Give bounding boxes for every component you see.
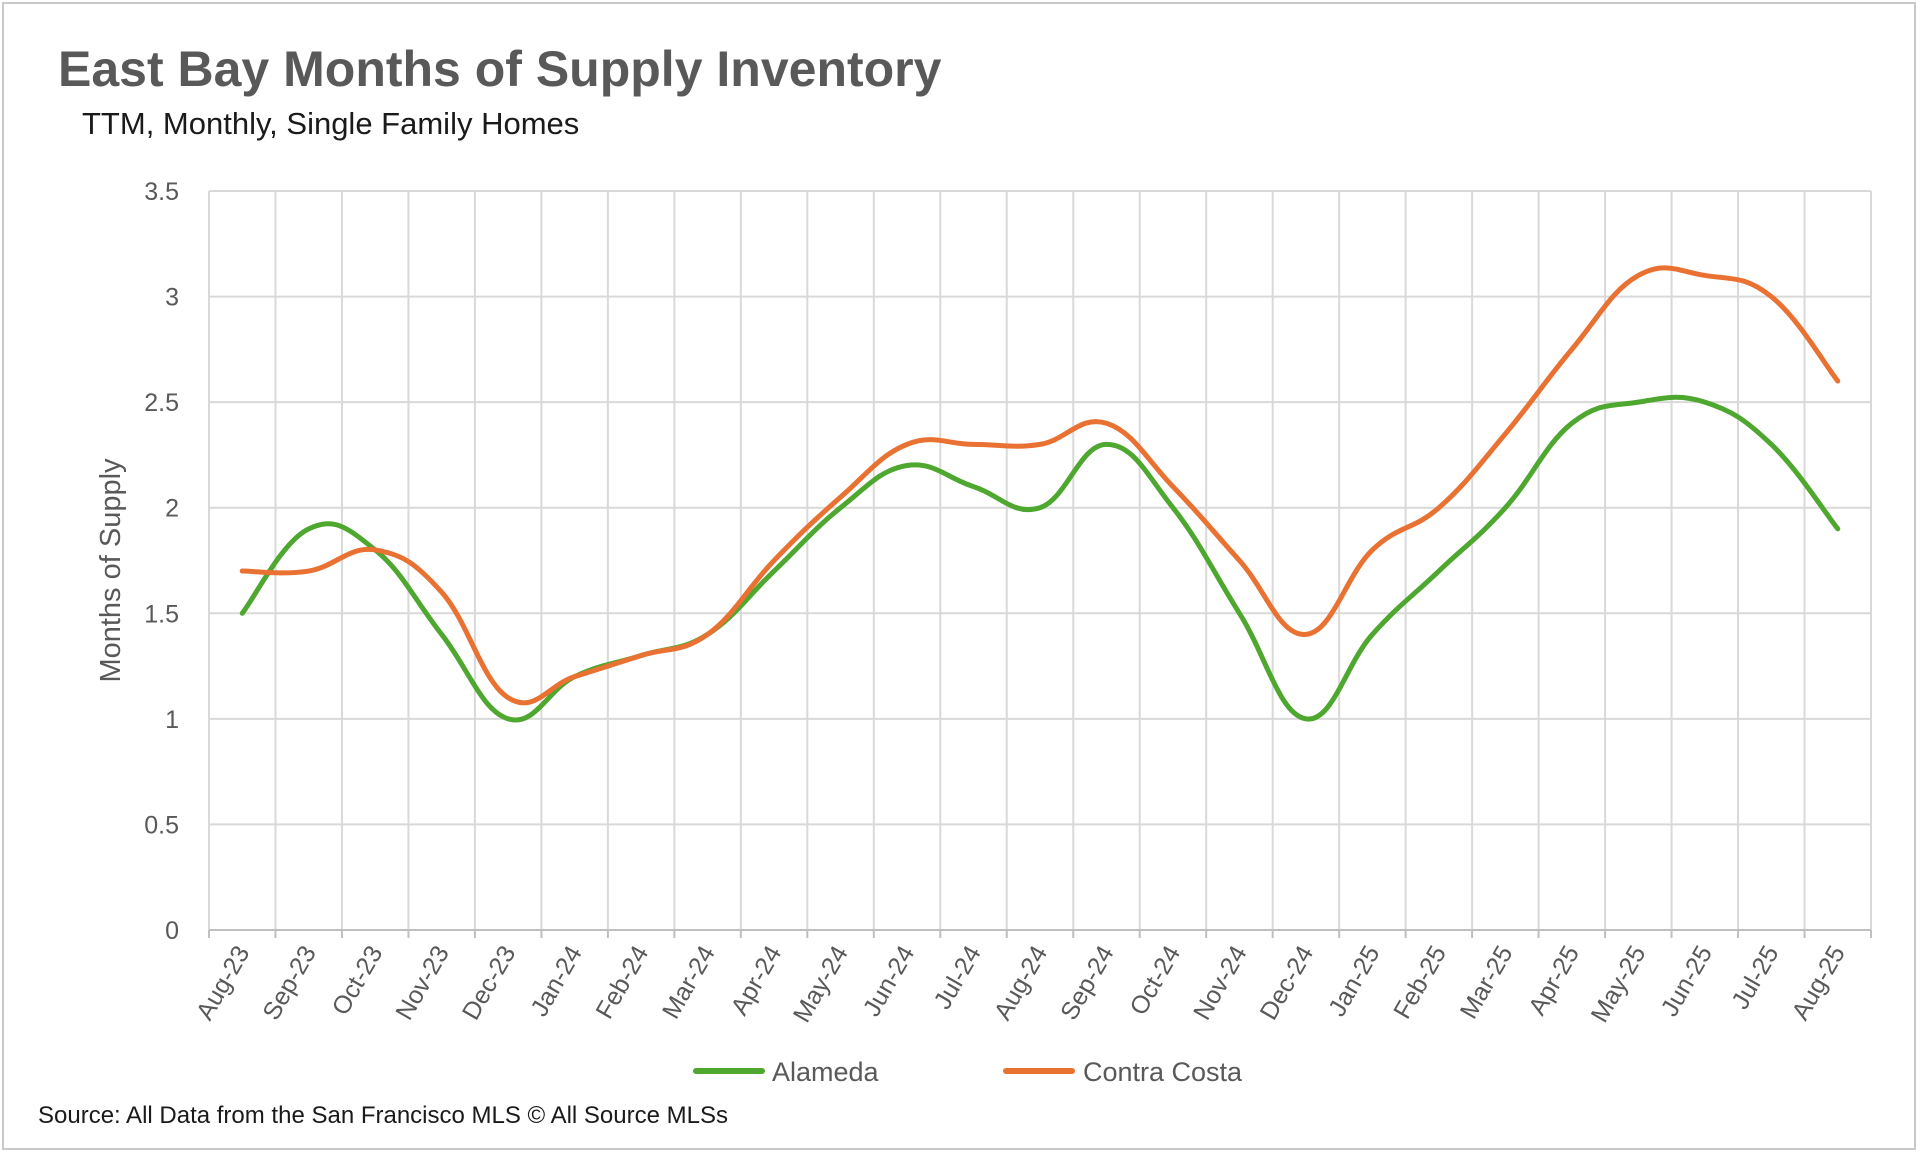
x-tick-labels: Aug-23 Sep-23 Oct-23 Nov-23 Dec-23 Jan-24 Feb-… [191, 941, 1851, 1027]
y-tick-label-5: 2.5 [144, 389, 179, 417]
y-tick-label-0: 0 [165, 917, 179, 945]
x-tick-label-may-24: May-24 [788, 941, 854, 1027]
x-tick-label-oct-23: Oct-23 [327, 941, 389, 1020]
y-tick-label-2: 1 [165, 706, 179, 734]
x-tick-label-nov-23: Nov-23 [390, 941, 455, 1025]
legend-label-contra-costa: Contra Costa [1083, 1057, 1243, 1087]
legend-label-alameda: Alameda [772, 1057, 880, 1087]
y-tick-labels: 0 0.5 1 1.5 2 2.5 3 3.5 [144, 178, 179, 945]
x-tick-label-dec-24: Dec-24 [1255, 941, 1320, 1025]
x-tick-label-jul-25: Jul-25 [1726, 941, 1784, 1014]
series-lines [239, 265, 1841, 723]
x-tick-label-nov-24: Nov-24 [1188, 941, 1253, 1025]
x-tick-label-feb-24: Feb-24 [590, 941, 654, 1024]
x-tick-label-sep-23: Sep-23 [257, 941, 322, 1025]
x-tick-label-jan-25: Jan-25 [1323, 941, 1385, 1021]
x-tick-label-mar-24: Mar-24 [657, 941, 721, 1024]
x-tick-label-apr-25: Apr-25 [1523, 941, 1585, 1020]
y-axis-title: Months of Supply [95, 458, 127, 683]
x-tick-label-sep-24: Sep-24 [1055, 941, 1120, 1025]
x-tick-label-aug-24: Aug-24 [989, 941, 1054, 1025]
x-tick-label-dec-23: Dec-23 [457, 941, 522, 1025]
x-tick-label-jun-24: Jun-24 [858, 941, 921, 1021]
x-tick-label-may-25: May-25 [1586, 941, 1652, 1027]
x-tick-label-apr-24: Apr-24 [726, 941, 788, 1020]
x-tick-label-mar-25: Mar-25 [1455, 941, 1519, 1024]
x-tick-label-oct-24: Oct-24 [1124, 941, 1186, 1020]
y-tick-label-1: 0.5 [144, 811, 179, 839]
series-line-alameda [239, 394, 1841, 723]
series-line-contra-costa [239, 265, 1841, 706]
x-tick-label-jul-24: Jul-24 [928, 941, 986, 1014]
chart-title: East Bay Months of Supply Inventory [58, 41, 942, 97]
x-tick-label-jan-24: Jan-24 [525, 941, 588, 1021]
x-tick-label-aug-23: Aug-23 [191, 941, 256, 1025]
source-note: Source: All Data from the San Francisco … [38, 1102, 728, 1129]
x-tick-label-feb-25: Feb-25 [1388, 941, 1452, 1024]
grid-lines [208, 190, 1872, 938]
x-tick-label-aug-25: Aug-25 [1786, 941, 1851, 1025]
y-tick-label-7: 3.5 [144, 178, 179, 206]
y-tick-label-4: 2 [165, 495, 179, 523]
x-tick-label-jun-25: Jun-25 [1656, 941, 1718, 1021]
y-tick-label-6: 3 [165, 284, 179, 312]
chart-subtitle: TTM, Monthly, Single Family Homes [82, 106, 580, 141]
y-tick-label-3: 1.5 [144, 600, 179, 628]
legend: Alameda Contra Costa [693, 1057, 1243, 1087]
